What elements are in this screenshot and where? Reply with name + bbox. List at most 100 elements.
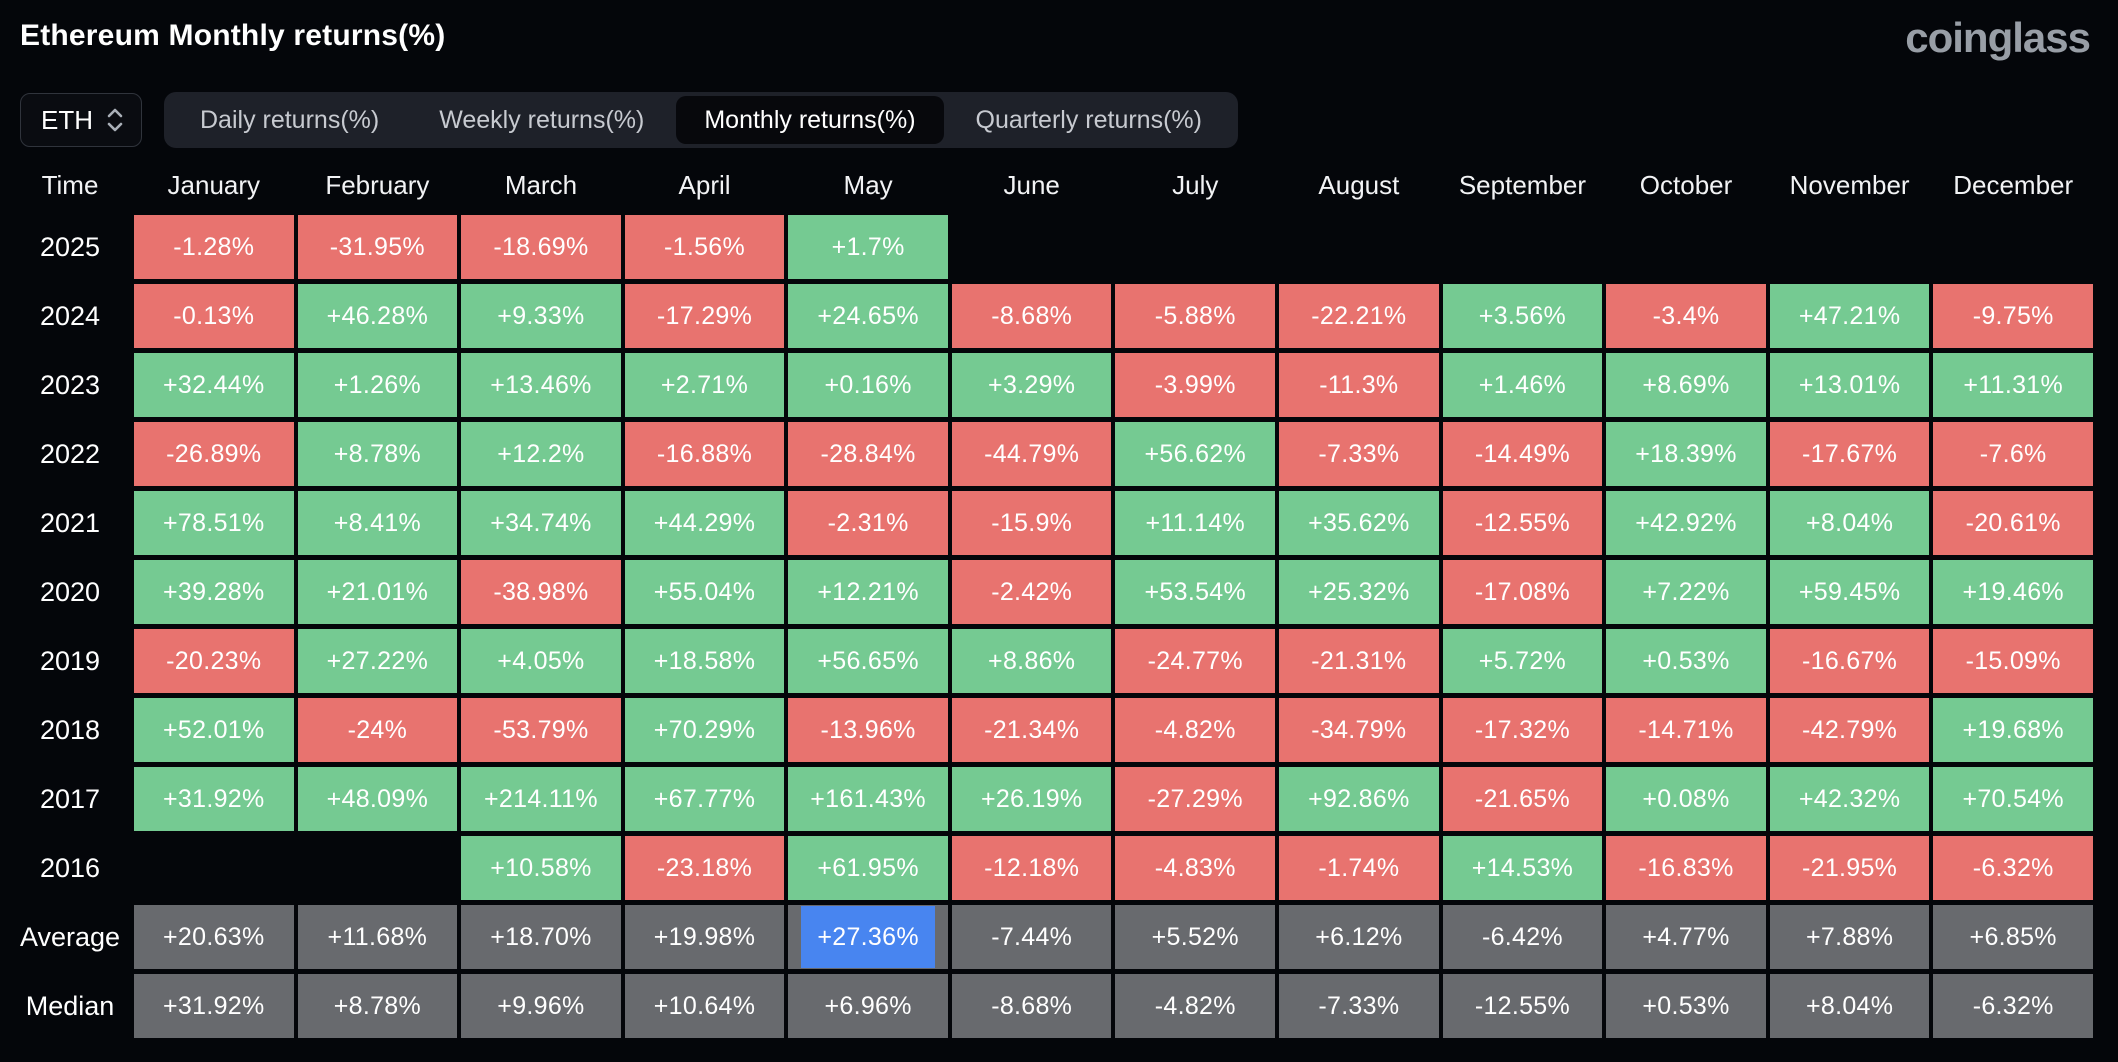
return-cell[interactable]: -22.21%	[1279, 284, 1439, 348]
return-cell[interactable]: -7.33%	[1279, 974, 1439, 1038]
return-cell[interactable]: +4.77%	[1606, 905, 1766, 969]
return-cell[interactable]: +6.12%	[1279, 905, 1439, 969]
return-cell[interactable]: -27.29%	[1115, 767, 1276, 831]
return-cell[interactable]: +70.29%	[624, 698, 785, 762]
return-cell[interactable]: -34.79%	[1279, 698, 1439, 762]
return-cell[interactable]: +5.52%	[1115, 905, 1276, 969]
return-cell[interactable]: +0.16%	[788, 353, 948, 417]
return-cell[interactable]: +11.31%	[1933, 353, 2093, 417]
return-cell[interactable]: +0.53%	[1606, 974, 1766, 1038]
return-cell[interactable]: +12.21%	[788, 560, 948, 624]
return-cell[interactable]: -21.65%	[1442, 767, 1603, 831]
return-cell[interactable]: +34.74%	[461, 491, 621, 555]
return-cell[interactable]: +52.01%	[134, 698, 294, 762]
return-cell[interactable]: -7.44%	[951, 905, 1112, 969]
return-cell[interactable]: +10.64%	[624, 974, 785, 1038]
return-cell[interactable]: +3.56%	[1442, 284, 1603, 348]
tab-quarterly-returns[interactable]: Quarterly returns(%)	[948, 96, 1230, 144]
return-cell[interactable]: +1.46%	[1442, 353, 1603, 417]
tab-weekly-returns[interactable]: Weekly returns(%)	[411, 96, 672, 144]
return-cell[interactable]: +8.78%	[297, 974, 458, 1038]
return-cell[interactable]: -17.67%	[1769, 422, 1930, 486]
return-cell[interactable]: -17.29%	[624, 284, 785, 348]
return-cell[interactable]: +42.92%	[1606, 491, 1766, 555]
return-cell[interactable]: +67.77%	[624, 767, 785, 831]
return-cell[interactable]: +21.01%	[297, 560, 458, 624]
return-cell[interactable]: +8.41%	[297, 491, 458, 555]
return-cell[interactable]: +5.72%	[1442, 629, 1603, 693]
return-cell[interactable]: -31.95%	[297, 215, 458, 279]
return-cell[interactable]: +19.98%	[624, 905, 785, 969]
return-cell[interactable]: -12.55%	[1442, 974, 1603, 1038]
return-cell[interactable]: +19.68%	[1933, 698, 2093, 762]
return-cell[interactable]: +61.95%	[788, 836, 948, 900]
return-cell[interactable]: -6.32%	[1933, 974, 2093, 1038]
return-cell[interactable]: -11.3%	[1279, 353, 1439, 417]
return-cell[interactable]: -15.9%	[951, 491, 1112, 555]
return-cell[interactable]: +78.51%	[134, 491, 294, 555]
return-cell[interactable]: +8.78%	[297, 422, 458, 486]
return-cell[interactable]: -8.68%	[951, 284, 1112, 348]
return-cell[interactable]: -1.74%	[1279, 836, 1439, 900]
return-cell[interactable]: +70.54%	[1933, 767, 2093, 831]
return-cell[interactable]: +0.53%	[1606, 629, 1766, 693]
highlighted-return-cell[interactable]: +27.36%	[788, 905, 948, 969]
return-cell[interactable]: -3.99%	[1115, 353, 1276, 417]
return-cell[interactable]: -7.6%	[1933, 422, 2093, 486]
return-cell[interactable]: -18.69%	[461, 215, 621, 279]
return-cell[interactable]: +56.65%	[788, 629, 948, 693]
return-cell[interactable]: +7.22%	[1606, 560, 1766, 624]
return-cell[interactable]: -21.34%	[951, 698, 1112, 762]
return-cell[interactable]: -9.75%	[1933, 284, 2093, 348]
return-cell[interactable]: -0.13%	[134, 284, 294, 348]
return-cell[interactable]: -17.32%	[1442, 698, 1603, 762]
return-cell[interactable]: +26.19%	[951, 767, 1112, 831]
return-cell[interactable]: -12.55%	[1442, 491, 1603, 555]
return-cell[interactable]: -15.09%	[1933, 629, 2093, 693]
return-cell[interactable]: -2.42%	[951, 560, 1112, 624]
return-cell[interactable]: -23.18%	[624, 836, 785, 900]
return-cell[interactable]: +14.53%	[1442, 836, 1603, 900]
return-cell[interactable]: +18.58%	[624, 629, 785, 693]
return-cell[interactable]: +6.85%	[1933, 905, 2093, 969]
return-cell[interactable]: +8.04%	[1769, 974, 1930, 1038]
return-cell[interactable]: -4.82%	[1115, 698, 1276, 762]
return-cell[interactable]: +18.39%	[1606, 422, 1766, 486]
return-cell[interactable]: -8.68%	[951, 974, 1112, 1038]
return-cell[interactable]: -6.42%	[1442, 905, 1603, 969]
return-cell[interactable]: +2.71%	[624, 353, 785, 417]
return-cell[interactable]: -20.61%	[1933, 491, 2093, 555]
return-cell[interactable]: +3.29%	[951, 353, 1112, 417]
return-cell[interactable]: -1.28%	[134, 215, 294, 279]
return-cell[interactable]: +55.04%	[624, 560, 785, 624]
return-cell[interactable]: -21.31%	[1279, 629, 1439, 693]
return-cell[interactable]: -4.82%	[1115, 974, 1276, 1038]
coin-selector[interactable]: ETH	[20, 93, 142, 147]
return-cell[interactable]: -14.71%	[1606, 698, 1766, 762]
return-cell[interactable]: +92.86%	[1279, 767, 1439, 831]
return-cell[interactable]: -6.32%	[1933, 836, 2093, 900]
return-cell[interactable]: +25.32%	[1279, 560, 1439, 624]
return-cell[interactable]: +53.54%	[1115, 560, 1276, 624]
return-cell[interactable]: +13.46%	[461, 353, 621, 417]
return-cell[interactable]: +7.88%	[1769, 905, 1930, 969]
return-cell[interactable]: +11.14%	[1115, 491, 1276, 555]
return-cell[interactable]: -24.77%	[1115, 629, 1276, 693]
return-cell[interactable]: +39.28%	[134, 560, 294, 624]
return-cell[interactable]: -16.88%	[624, 422, 785, 486]
return-cell[interactable]: -24%	[297, 698, 458, 762]
return-cell[interactable]: +42.32%	[1769, 767, 1930, 831]
return-cell[interactable]: +19.46%	[1933, 560, 2093, 624]
return-cell[interactable]: +31.92%	[134, 974, 294, 1038]
return-cell[interactable]: +56.62%	[1115, 422, 1276, 486]
return-cell[interactable]: +59.45%	[1769, 560, 1930, 624]
return-cell[interactable]: -16.83%	[1606, 836, 1766, 900]
return-cell[interactable]: -1.56%	[624, 215, 785, 279]
return-cell[interactable]: +10.58%	[461, 836, 621, 900]
return-cell[interactable]: -26.89%	[134, 422, 294, 486]
return-cell[interactable]: -7.33%	[1279, 422, 1439, 486]
return-cell[interactable]: +44.29%	[624, 491, 785, 555]
return-cell[interactable]: +6.96%	[788, 974, 948, 1038]
return-cell[interactable]: +0.08%	[1606, 767, 1766, 831]
return-cell[interactable]: -13.96%	[788, 698, 948, 762]
